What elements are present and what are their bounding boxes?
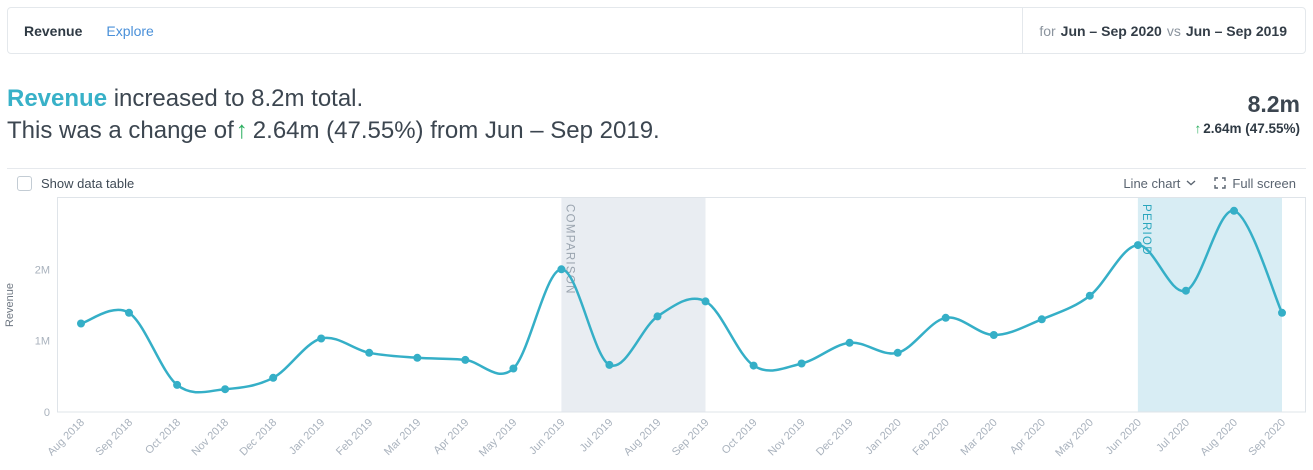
headline-metric: Revenue bbox=[7, 85, 108, 112]
period-dates: Jun – Sep 2020 bbox=[1060, 22, 1162, 39]
comparison-band bbox=[561, 198, 706, 412]
x-tick-label: Apr 2019 bbox=[431, 417, 471, 457]
y-tick-label: 1M bbox=[35, 336, 50, 348]
data-point[interactable] bbox=[845, 338, 854, 347]
headline: Revenue increased to 8.2m total. This wa… bbox=[7, 83, 660, 147]
comparison-dates: Jun – Sep 2019 bbox=[1185, 22, 1287, 39]
data-point[interactable] bbox=[557, 265, 566, 274]
data-point[interactable] bbox=[1181, 286, 1190, 295]
x-tick-label: Jun 2020 bbox=[1104, 417, 1144, 457]
x-tick-label: Jan 2019 bbox=[287, 417, 327, 457]
period-band bbox=[1137, 198, 1282, 412]
data-point[interactable] bbox=[221, 385, 230, 394]
data-point[interactable] bbox=[701, 297, 710, 306]
x-tick-label: Aug 2018 bbox=[45, 417, 87, 459]
data-point[interactable] bbox=[941, 313, 950, 322]
data-point[interactable] bbox=[797, 359, 806, 368]
x-tick-label: Jul 2019 bbox=[578, 417, 616, 455]
data-point[interactable] bbox=[125, 308, 133, 317]
widget-title: Revenue bbox=[24, 22, 83, 39]
full-screen-label: Full screen bbox=[1232, 175, 1296, 191]
headline-line2-suffix: from Jun – Sep 2019. bbox=[423, 117, 660, 144]
explore-link[interactable]: Explore bbox=[106, 22, 154, 39]
chart-panel: Show data table Line chart Full screen C… bbox=[0, 168, 1313, 470]
x-tick-label: Oct 2018 bbox=[143, 417, 183, 457]
headline-line2-prefix: This was a change of bbox=[7, 117, 234, 144]
y-tick-label: 0 bbox=[44, 407, 50, 419]
data-point[interactable] bbox=[365, 348, 374, 357]
data-point[interactable] bbox=[77, 319, 85, 328]
data-point[interactable] bbox=[173, 380, 182, 389]
data-point[interactable] bbox=[413, 353, 422, 362]
delta-value: ↑ 2.64m (47.55%) bbox=[1194, 121, 1300, 136]
headline-line-1: Revenue increased to 8.2m total. bbox=[7, 83, 660, 115]
x-tick-label: Mar 2020 bbox=[959, 417, 1000, 458]
data-point[interactable] bbox=[749, 361, 758, 370]
total-value: 8.2m bbox=[1247, 91, 1300, 117]
data-point[interactable] bbox=[269, 373, 278, 382]
data-point[interactable] bbox=[461, 355, 470, 364]
summary-stats: 8.2m ↑ 2.64m (47.55%) bbox=[1194, 83, 1300, 147]
x-tick-label: Sep 2020 bbox=[1246, 417, 1288, 459]
up-arrow-icon: ↑ bbox=[1194, 121, 1202, 136]
data-point[interactable] bbox=[653, 312, 662, 321]
data-point[interactable] bbox=[1230, 206, 1238, 215]
chart-toolbar: Show data table Line chart Full screen bbox=[7, 168, 1306, 197]
headline-change-value: 2.64m (47.55%) bbox=[252, 117, 424, 144]
headline-line1-text: increased to 8.2m total. bbox=[107, 85, 364, 112]
x-tick-label: Mar 2019 bbox=[382, 417, 423, 458]
chart-type-label: Line chart bbox=[1123, 175, 1181, 191]
x-tick-label: Feb 2019 bbox=[334, 417, 375, 458]
date-range-prefix: for bbox=[1039, 22, 1056, 39]
x-tick-label: Jul 2020 bbox=[1154, 417, 1192, 455]
y-axis-title: Revenue bbox=[4, 283, 16, 327]
x-tick-label: Sep 2019 bbox=[670, 417, 712, 459]
headline-line-2: This was a change of↑ 2.64m (47.55%) from… bbox=[7, 115, 660, 147]
x-tick-label: Dec 2019 bbox=[814, 417, 856, 459]
full-screen-button[interactable]: Full screen bbox=[1214, 176, 1296, 191]
y-tick-label: 2M bbox=[35, 264, 50, 276]
data-point[interactable] bbox=[1037, 315, 1046, 324]
revenue-series-line bbox=[79, 209, 1284, 394]
chart-type-select[interactable]: Line chart bbox=[1123, 176, 1196, 191]
x-tick-label: Nov 2019 bbox=[766, 417, 808, 459]
data-point[interactable] bbox=[1133, 241, 1142, 250]
x-tick-label: May 2019 bbox=[477, 417, 520, 460]
x-tick-label: Dec 2018 bbox=[237, 417, 279, 459]
x-tick-label: Aug 2020 bbox=[1198, 417, 1240, 459]
data-point[interactable] bbox=[893, 348, 902, 357]
up-arrow-icon: ↑ bbox=[235, 117, 248, 144]
x-tick-label: Nov 2018 bbox=[189, 417, 231, 459]
data-point[interactable] bbox=[1085, 291, 1094, 300]
x-tick-label: Apr 2020 bbox=[1008, 417, 1048, 457]
x-tick-label: May 2020 bbox=[1053, 417, 1096, 460]
plot-border bbox=[57, 197, 1306, 413]
data-point[interactable] bbox=[509, 364, 518, 373]
x-tick-label: Feb 2020 bbox=[910, 417, 951, 458]
x-tick-label: Aug 2019 bbox=[622, 417, 664, 459]
x-tick-label: Jun 2019 bbox=[527, 417, 567, 457]
show-data-table-checkbox[interactable] bbox=[17, 175, 32, 191]
show-data-table-toggle[interactable]: Show data table bbox=[17, 175, 135, 191]
data-point[interactable] bbox=[605, 360, 614, 369]
revenue-line-chart: COMPARISON PERIOD 0 1M 2M Revenue Aug 2018 Sep … bbox=[0, 197, 1313, 470]
data-point[interactable] bbox=[989, 331, 998, 339]
vs-label: vs bbox=[1166, 22, 1181, 39]
x-tick-label: Jan 2020 bbox=[863, 417, 903, 457]
show-data-table-label: Show data table bbox=[41, 175, 135, 191]
summary-section: Revenue increased to 8.2m total. This wa… bbox=[0, 54, 1313, 147]
delta-text: 2.64m (47.55%) bbox=[1203, 121, 1300, 136]
widget-header: Revenue Explore for Jun – Sep 2020 vs Ju… bbox=[7, 7, 1306, 54]
data-point[interactable] bbox=[317, 334, 326, 343]
expand-icon bbox=[1214, 177, 1227, 189]
period-band-label: PERIOD bbox=[1140, 204, 1152, 256]
chevron-down-icon bbox=[1186, 180, 1196, 186]
data-point[interactable] bbox=[1278, 308, 1286, 317]
x-tick-label: Oct 2019 bbox=[720, 417, 760, 457]
date-range: for Jun – Sep 2020 vs Jun – Sep 2019 bbox=[1022, 8, 1305, 53]
x-tick-label: Sep 2018 bbox=[93, 417, 135, 459]
